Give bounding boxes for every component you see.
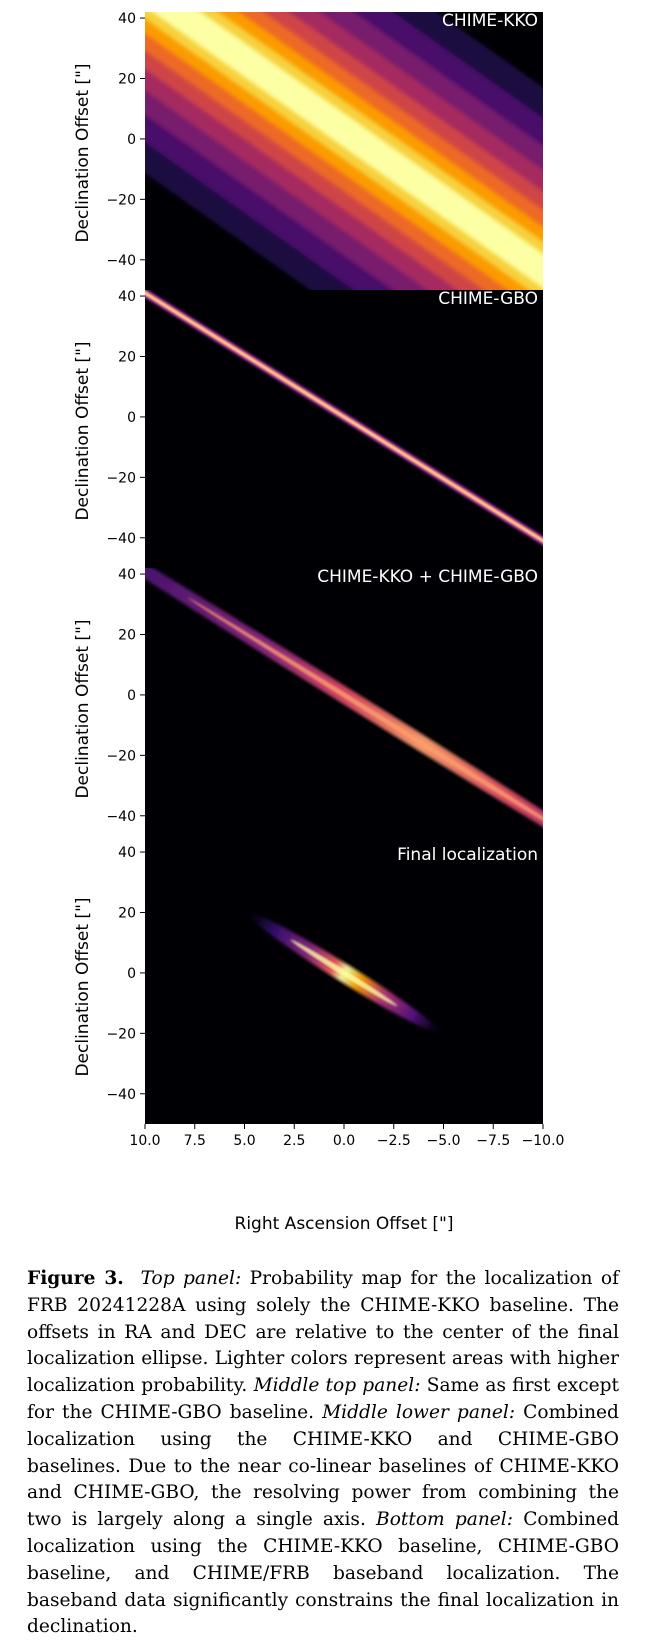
ytick-label: −40 xyxy=(106,253,136,269)
panel2-ylabel: Declination Offset ["] xyxy=(73,341,93,521)
caption-middle-lower-text: Combined localization using the CHIME-KK… xyxy=(27,1401,619,1531)
ytick-label: −40 xyxy=(106,531,136,547)
xtick-label: −10.0 xyxy=(522,1133,565,1149)
xtick-label: 5.0 xyxy=(233,1133,255,1149)
panel-4-ellipse xyxy=(246,911,442,1034)
ytick-label: −40 xyxy=(106,809,136,825)
caption-bottom-text: Combined localization using the CHIME-KK… xyxy=(27,1509,619,1638)
xtick-label: −5.0 xyxy=(427,1133,461,1149)
panel-2-heatmap xyxy=(145,290,543,547)
panel1-ylabel: Declination Offset ["] xyxy=(73,63,93,243)
xtick-label: 2.5 xyxy=(283,1133,305,1149)
panel-4-title: Final localization xyxy=(397,845,538,865)
ytick-label: −20 xyxy=(106,470,136,486)
caption-middle-top-text: Same as first except for the CHIME-GBO b… xyxy=(27,1375,620,1423)
ytick-label: 0 xyxy=(127,966,136,982)
caption-middle-top-label: Middle top panel: xyxy=(253,1375,421,1397)
figure-svg: CHIME-KKO 40 20 0 −20 −40 CHIME-GBO 40 20 0 −20 −40… xyxy=(106,11,565,1149)
ytick-label: 40 xyxy=(118,289,136,305)
xtick-label: 10.0 xyxy=(129,1133,160,1149)
ytick-label: −20 xyxy=(106,748,136,764)
figure-caption: Figure 3. Top panel: Probability map for… xyxy=(27,1266,619,1641)
caption-middle-lower-label: Middle lower panel: xyxy=(322,1401,516,1423)
panel-3-heatmap xyxy=(145,568,543,846)
ytick-label: −20 xyxy=(106,192,136,208)
ytick-label: 20 xyxy=(118,71,136,87)
ytick-label: 0 xyxy=(127,688,136,704)
localization-core xyxy=(290,939,398,1007)
panel-4-heatmap xyxy=(246,911,442,1034)
ytick-label: 0 xyxy=(127,410,136,426)
panel-2-title: CHIME-GBO xyxy=(438,289,538,309)
ytick-label: 20 xyxy=(118,905,136,921)
ytick-label: 40 xyxy=(118,11,136,27)
kko-band-layer xyxy=(152,12,543,289)
panel3-ylabel: Declination Offset ["] xyxy=(73,619,93,799)
ytick-label: 40 xyxy=(118,845,136,861)
panel4-ylabel: Declination Offset ["] xyxy=(73,897,93,1077)
ytick-label: −20 xyxy=(106,1026,136,1042)
ytick-label: 20 xyxy=(118,349,136,365)
x-axis-label: Right Ascension Offset ["] xyxy=(234,1214,454,1234)
figure-panels: CHIME-KKO 40 20 0 −20 −40 CHIME-GBO 40 20 0 −20 −40… xyxy=(73,11,565,1234)
ytick-label: −40 xyxy=(106,1087,136,1103)
xtick-label: −2.5 xyxy=(377,1133,411,1149)
caption-top-label: Top panel: xyxy=(140,1268,242,1289)
panel-3-title: CHIME-KKO + CHIME-GBO xyxy=(317,567,538,587)
panel-3-ellipse xyxy=(145,568,543,846)
gbo-band-layer xyxy=(145,292,543,542)
panel-1-heatmap xyxy=(145,12,543,290)
caption-figure-label: Figure 3. xyxy=(27,1268,124,1289)
xtick-label: 7.5 xyxy=(184,1133,206,1149)
ytick-label: 0 xyxy=(127,132,136,148)
caption-top-text: Probability map for the localization of … xyxy=(27,1268,620,1397)
caption-bottom-label: Bottom panel: xyxy=(376,1509,514,1531)
ytick-label: 20 xyxy=(118,627,136,643)
xtick-label: −7.5 xyxy=(476,1133,510,1149)
localization-core xyxy=(187,597,543,846)
panel-1-title: CHIME-KKO xyxy=(442,11,538,31)
panel-4-background xyxy=(145,846,543,1124)
xtick-label: 0.0 xyxy=(333,1133,355,1149)
ytick-label: 40 xyxy=(118,567,136,583)
